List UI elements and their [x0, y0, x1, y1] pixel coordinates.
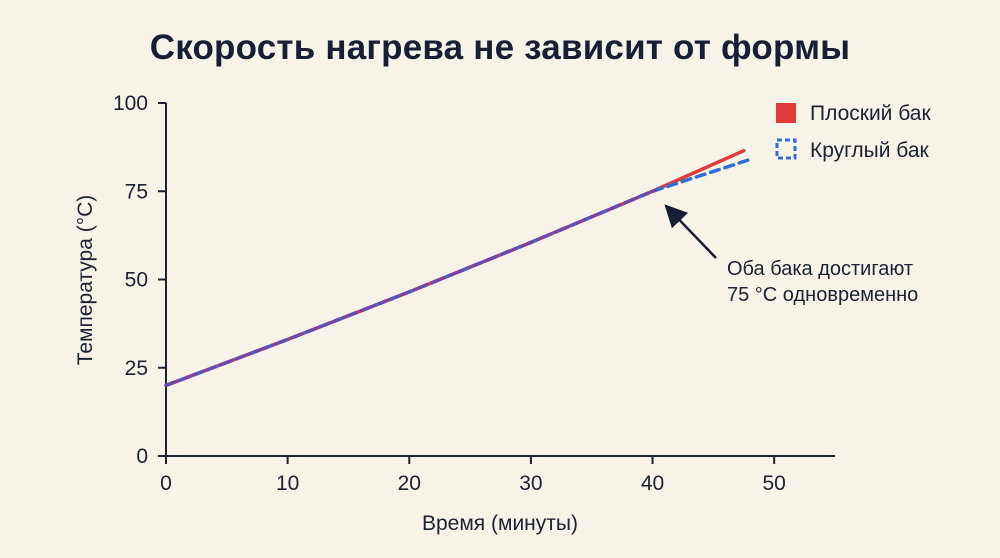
y-tick-label: 50 [125, 269, 148, 292]
series-lines [164, 148, 752, 388]
x-axis-label: Время (минуты) [422, 512, 578, 535]
annotation-arrow [664, 204, 717, 259]
legend-swatch-round-tank [775, 138, 797, 160]
annotation-line-1: Оба бака достигают [727, 258, 913, 280]
chart-title: Скорость нагрева не зависит от формы [149, 28, 851, 67]
x-tick-label: 0 [160, 472, 172, 495]
legend-label-round-tank: Круглый бак [810, 139, 930, 162]
overlap-segment [164, 187, 661, 387]
annotation: Оба бака достигают 75 °C одновременно [664, 204, 918, 306]
annotation-line-2: 75 °C одновременно [727, 284, 918, 306]
x-tick-label: 10 [276, 472, 299, 495]
x-tick-label: 20 [398, 472, 421, 495]
y-axis-label: Температура (°C) [74, 195, 97, 366]
ticks: 0 10 20 30 40 50 0 25 50 75 100 [113, 92, 786, 495]
legend-swatch-flat-tank [776, 103, 796, 123]
y-tick-label: 25 [125, 357, 148, 380]
legend: Плоский бак Круглый бак [775, 102, 931, 162]
x-tick-label: 40 [641, 472, 664, 495]
x-tick-label: 30 [519, 472, 542, 495]
x-tick-label: 50 [763, 472, 786, 495]
y-tick-label: 100 [113, 92, 148, 115]
y-tick-label: 75 [125, 180, 148, 203]
y-tick-label: 0 [136, 445, 148, 468]
legend-label-flat-tank: Плоский бак [810, 102, 931, 125]
series-line-flat-tank [164, 148, 746, 388]
